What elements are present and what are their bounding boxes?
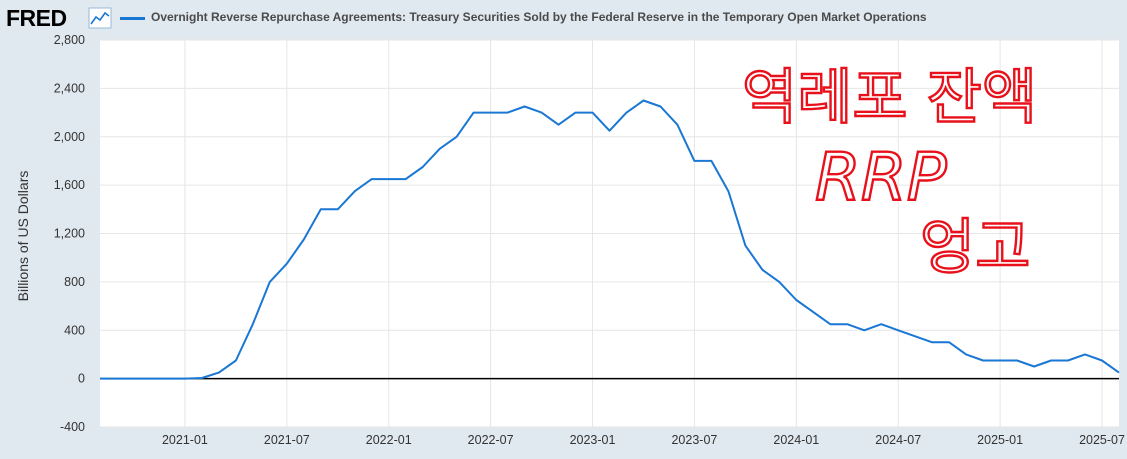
- y-tick-label: 2,000: [54, 130, 85, 144]
- y-tick-label: -400: [60, 420, 85, 434]
- x-tick-label: 2023-01: [570, 433, 616, 447]
- y-tick-label: 400: [64, 323, 85, 337]
- series-line: [100, 99, 1120, 380]
- x-tick-label: 2022-01: [366, 433, 412, 447]
- x-tick-label: 2021-01: [162, 433, 208, 447]
- x-tick-label: 2024-01: [773, 433, 819, 447]
- x-tick-label: 2024-07: [875, 433, 921, 447]
- x-axis-ticks: 2021-01 2021-07 2022-01 2022-07 2023-01 2023-…: [162, 433, 1125, 447]
- y-tick-label: 2,800: [54, 33, 85, 47]
- y-tick-label: 1,200: [54, 227, 85, 241]
- y-tick-label: 2,400: [54, 81, 85, 95]
- x-tick-label: 2025-01: [977, 433, 1023, 447]
- annotation-line-2: RRP: [815, 139, 947, 216]
- y-tick-label: 1,600: [54, 178, 85, 192]
- annotation-line-1: 역레포 잔액: [742, 63, 1037, 133]
- y-tick-label: 800: [64, 275, 85, 289]
- chart-header: FRED Overnight Reverse Repurchase Agreem…: [0, 0, 1127, 38]
- y-tick-label: 0: [78, 372, 85, 386]
- fred-logo[interactable]: FRED: [6, 5, 67, 31]
- x-tick-label: 2025-07: [1079, 433, 1125, 447]
- y-axis-label: Billions of US Dollars: [15, 171, 31, 302]
- legend-swatch: [120, 17, 145, 20]
- x-tick-label: 2022-07: [468, 433, 514, 447]
- series-title: Overnight Reverse Repurchase Agreements:…: [151, 10, 927, 24]
- annotation-line-3: 엉고: [920, 213, 1030, 283]
- x-tick-label: 2023-07: [671, 433, 717, 447]
- handwritten-annotation: 역레포 잔액 RRP 엉고: [741, 62, 1038, 284]
- x-tick-label: 2021-07: [264, 433, 310, 447]
- line-chart-icon: [88, 7, 112, 29]
- y-axis-ticks: -400 0 400 800 1,200 1,600 2,000 2,400 2,800: [54, 33, 85, 434]
